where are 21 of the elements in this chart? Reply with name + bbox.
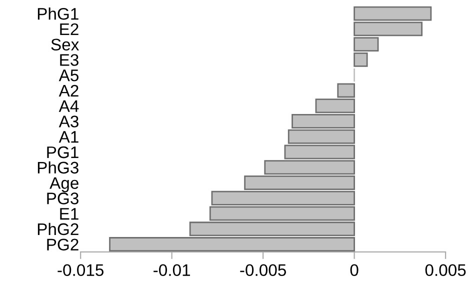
- x-tick-label: 0: [350, 264, 358, 276]
- y-tick-label: E3: [60, 54, 78, 66]
- y-tick-label: PG1: [47, 146, 78, 158]
- y-tick-label: E1: [60, 208, 78, 220]
- x-tick-label: -0.01: [154, 264, 190, 276]
- y-tick-label: PhG1: [38, 8, 78, 20]
- y-tick-label: E2: [60, 23, 78, 35]
- y-tick-label: A1: [58, 131, 78, 143]
- y-tick-label: A2: [58, 84, 78, 97]
- y-tick-label: A5: [58, 70, 78, 82]
- y-tick-label: Age: [50, 177, 78, 192]
- y-tick-label: Sex: [51, 38, 80, 51]
- y-tick-label: PhG3: [38, 161, 78, 174]
- y-tick-label: PG2: [47, 238, 78, 250]
- y-tick-label: PhG2: [38, 222, 78, 236]
- x-tick-label: 0.005: [425, 264, 466, 276]
- x-tick-label: -0.015: [58, 264, 104, 276]
- y-tick-label: A4: [58, 100, 79, 112]
- x-tick-label: -0.005: [240, 264, 286, 276]
- y-tick-label: PG3: [47, 192, 78, 204]
- y-tick-label: A3: [58, 116, 78, 128]
